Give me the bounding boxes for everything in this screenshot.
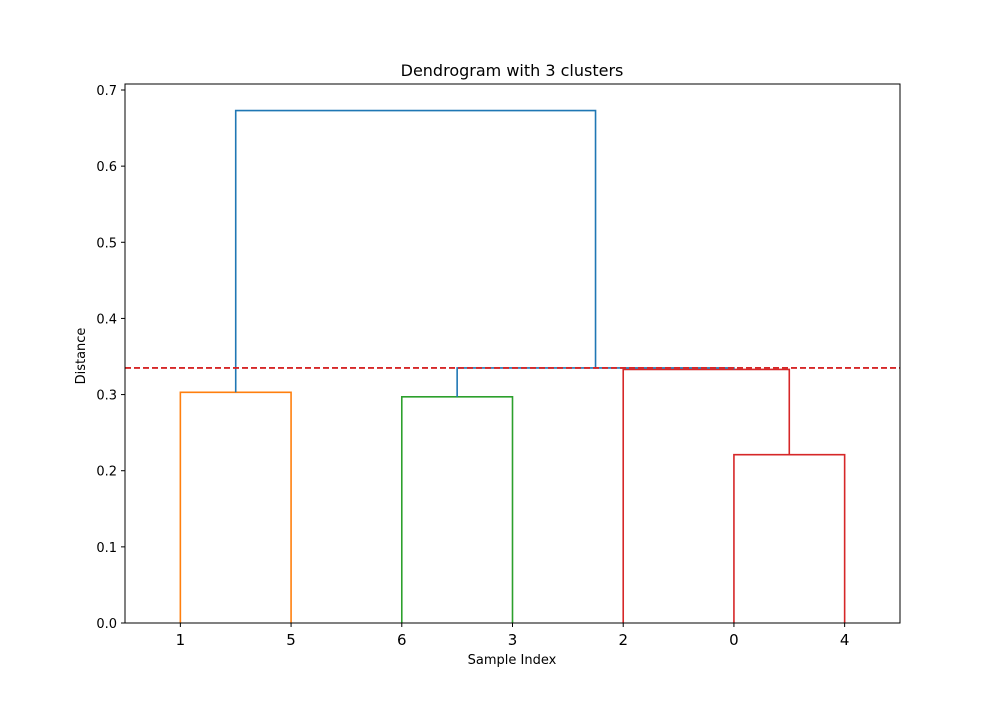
- y-tick-label-3: 0.3: [96, 389, 117, 404]
- x-axis-label: Sample Index: [468, 653, 557, 668]
- y-tick-label-1: 0.1: [96, 541, 117, 556]
- dendrogram-link-2: [733, 453, 846, 623]
- x-tick-label-3: 3: [508, 631, 518, 649]
- y-tick-label-0: 0.0: [96, 617, 117, 632]
- dendrogram-link-1: [400, 396, 514, 623]
- y-tick-label-6: 0.6: [96, 160, 117, 175]
- dendrogram-link-4: [456, 367, 735, 397]
- x-tick-label-2: 6: [397, 631, 407, 649]
- dendrogram-link-3: [622, 368, 791, 623]
- plot-layer: 0.0 0.1 0.2 0.3 0.4 0.5 0.6 0.7 1 5 6 3 2 0 4: [96, 83, 901, 649]
- dendrogram-link-5: [234, 109, 597, 393]
- y-tick-label-5: 0.5: [96, 236, 117, 251]
- x-tick-label-1: 5: [286, 631, 296, 649]
- dendrogram-link-0: [179, 391, 292, 623]
- y-tick-label-4: 0.4: [96, 312, 117, 327]
- x-tick-label-4: 2: [618, 631, 628, 649]
- y-tick-label-2: 0.2: [96, 465, 117, 480]
- x-tick-label-6: 4: [840, 631, 850, 649]
- x-tick-label-0: 1: [176, 631, 186, 649]
- y-tick-label-7: 0.7: [96, 84, 117, 99]
- chart-title: Dendrogram with 3 clusters: [401, 61, 624, 80]
- x-tick-label-5: 0: [729, 631, 739, 649]
- y-axis-label: Distance: [74, 328, 89, 385]
